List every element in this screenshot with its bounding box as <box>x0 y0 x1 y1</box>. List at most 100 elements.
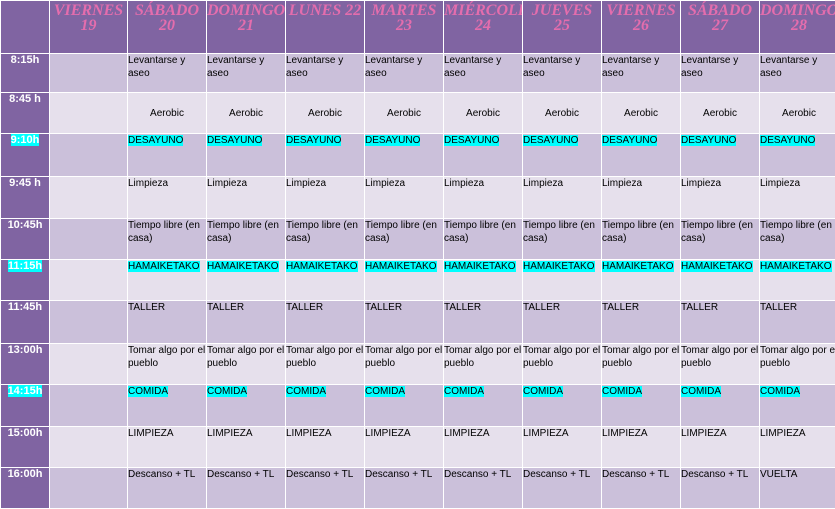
activity-cell: Tomar algo por el pueblo <box>365 344 444 385</box>
activity-cell: Tiempo libre (en casa) <box>286 219 365 260</box>
activity-cell: Limpieza <box>128 177 207 219</box>
day-header: JUEVES 25 <box>523 1 602 54</box>
activity-label: Limpieza <box>681 178 721 189</box>
activity-label: LIMPIEZA <box>444 428 490 439</box>
activity-cell: TALLER <box>365 301 444 344</box>
activity-label: Descanso + TL <box>523 469 590 480</box>
activity-label: Tiempo libre (en casa) <box>207 220 279 244</box>
activity-cell: HAMAIKETAKO <box>128 260 207 301</box>
activity-cell: DESAYUNO <box>365 134 444 177</box>
activity-label: DESAYUNO <box>365 135 420 146</box>
activity-label: Aerobic <box>466 108 500 119</box>
activity-cell: Tiempo libre (en casa) <box>760 219 835 260</box>
activity-cell: HAMAIKETAKO <box>760 260 835 301</box>
activity-cell: DESAYUNO <box>128 134 207 177</box>
activity-cell: Tiempo libre (en casa) <box>207 219 286 260</box>
empty-day-cell <box>50 260 128 301</box>
day-header: LUNES 22 <box>286 1 365 54</box>
activity-cell: Tiempo libre (en casa) <box>602 219 681 260</box>
activity-cell: HAMAIKETAKO <box>523 260 602 301</box>
activity-cell: Descanso + TL <box>286 468 365 509</box>
activity-cell: LIMPIEZA <box>207 427 286 468</box>
day-header: DOMINGO 21 <box>207 1 286 54</box>
activity-cell: Aerobic <box>286 93 365 134</box>
time-cell: 15:00h <box>1 427 50 468</box>
activity-cell: TALLER <box>760 301 835 344</box>
day-header: MARTES 23 <box>365 1 444 54</box>
activity-cell: Descanso + TL <box>681 468 760 509</box>
activity-label: HAMAIKETAKO <box>602 261 674 272</box>
activity-cell: Tomar algo por el pueblo <box>128 344 207 385</box>
activity-label: Tomar algo por el pueblo <box>523 345 600 369</box>
activity-cell: Levantarse y aseo <box>444 54 523 93</box>
activity-cell: DESAYUNO <box>444 134 523 177</box>
activity-label: LIMPIEZA <box>602 428 648 439</box>
activity-cell: LIMPIEZA <box>365 427 444 468</box>
time-label: 15:00h <box>8 427 43 439</box>
activity-label: HAMAIKETAKO <box>128 261 200 272</box>
activity-cell: COMIDA <box>207 385 286 427</box>
activity-cell: Tomar algo por el pueblo <box>444 344 523 385</box>
activity-label: Tiempo libre (en casa) <box>128 220 200 244</box>
activity-label: Aerobic <box>545 108 579 119</box>
activity-label: Tiempo libre (en casa) <box>286 220 358 244</box>
activity-cell: Limpieza <box>207 177 286 219</box>
activity-cell: Levantarse y aseo <box>365 54 444 93</box>
empty-day-cell <box>50 385 128 427</box>
activity-label: DESAYUNO <box>602 135 657 146</box>
activity-label: COMIDA <box>523 386 563 397</box>
activity-label: HAMAIKETAKO <box>760 261 832 272</box>
activity-label: TALLER <box>760 302 797 313</box>
activity-cell: TALLER <box>681 301 760 344</box>
activity-label: Tiempo libre (en casa) <box>602 220 674 244</box>
empty-day-cell <box>50 468 128 509</box>
activity-cell: Tomar algo por el pueblo <box>760 344 835 385</box>
activity-cell: Levantarse y aseo <box>207 54 286 93</box>
activity-cell: HAMAIKETAKO <box>681 260 760 301</box>
activity-label: Aerobic <box>782 108 816 119</box>
activity-cell: DESAYUNO <box>286 134 365 177</box>
activity-label: Levantarse y aseo <box>286 55 343 79</box>
activity-label: Tomar algo por el pueblo <box>602 345 679 369</box>
activity-label: Tomar algo por el pueblo <box>286 345 363 369</box>
activity-label: Tomar algo por el pueblo <box>365 345 442 369</box>
activity-cell: Descanso + TL <box>207 468 286 509</box>
empty-day-cell <box>50 54 128 93</box>
activity-cell: COMIDA <box>523 385 602 427</box>
activity-cell: Limpieza <box>365 177 444 219</box>
activity-label: Descanso + TL <box>681 469 748 480</box>
time-cell: 9:10h <box>1 134 50 177</box>
time-label: 14:15h <box>8 385 43 397</box>
activity-label: HAMAIKETAKO <box>286 261 358 272</box>
activity-cell: VUELTA <box>760 468 835 509</box>
activity-cell: COMIDA <box>681 385 760 427</box>
activity-label: VUELTA <box>760 469 797 480</box>
activity-label: HAMAIKETAKO <box>444 261 516 272</box>
activity-label: Descanso + TL <box>207 469 274 480</box>
activity-label: Tomar algo por el pueblo <box>760 345 835 369</box>
activity-label: LIMPIEZA <box>760 428 806 439</box>
activity-cell: TALLER <box>286 301 365 344</box>
time-label: 16:00h <box>8 468 43 480</box>
activity-label: HAMAIKETAKO <box>207 261 279 272</box>
activity-cell: COMIDA <box>365 385 444 427</box>
activity-cell: Tiempo libre (en casa) <box>365 219 444 260</box>
activity-label: LIMPIEZA <box>207 428 253 439</box>
activity-label: TALLER <box>681 302 718 313</box>
activity-label: DESAYUNO <box>681 135 736 146</box>
activity-label: Aerobic <box>229 108 263 119</box>
empty-day-cell <box>50 93 128 134</box>
activity-cell: Limpieza <box>681 177 760 219</box>
activity-cell: HAMAIKETAKO <box>602 260 681 301</box>
activity-cell: Tomar algo por el pueblo <box>681 344 760 385</box>
activity-cell: Limpieza <box>760 177 835 219</box>
activity-label: LIMPIEZA <box>681 428 727 439</box>
activity-label: LIMPIEZA <box>523 428 569 439</box>
activity-label: COMIDA <box>681 386 721 397</box>
time-cell: 13:00h <box>1 344 50 385</box>
